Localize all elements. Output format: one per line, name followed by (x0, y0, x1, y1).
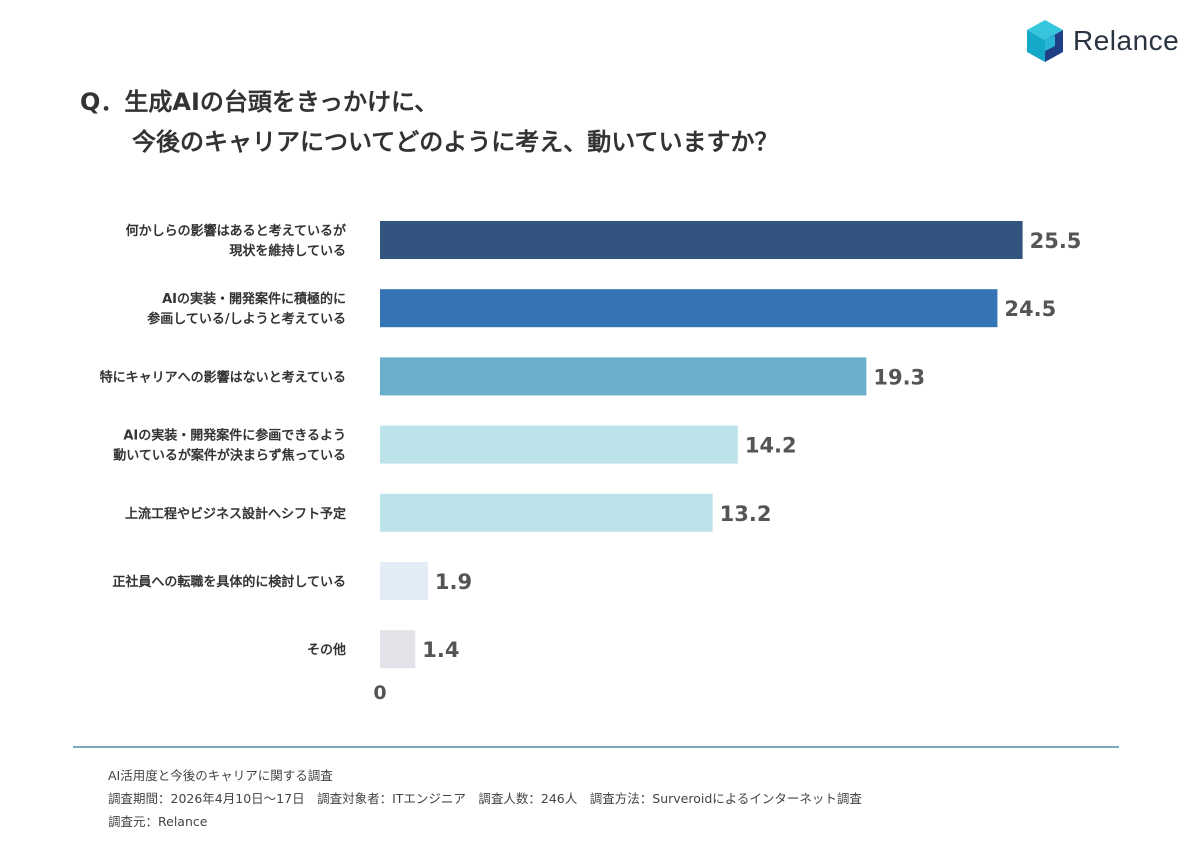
category-label-5: 上流工程やビジネス設計へシフト予定 (125, 506, 346, 522)
category-label-7: その他 (307, 642, 346, 658)
survey-source: 調査元：Relance (108, 814, 208, 829)
question-line-1: Q．生成AIの台頭をきっかけに、 (80, 88, 439, 116)
category-label-4-line-2: 動いているが案件が決まらず焦っている (113, 448, 346, 464)
category-label-2-line-1: AIの実装・開発案件に積極的に (162, 291, 346, 307)
relance-logo-icon (1027, 20, 1063, 62)
value-label-1: 25.5 (1030, 229, 1082, 253)
footer-divider (73, 746, 1119, 748)
value-label-5: 13.2 (720, 502, 772, 526)
question-title: Q．生成AIの台頭をきっかけに、 今後のキャリアについてどのように考え、動いてい… (80, 82, 779, 162)
question-line-2: 今後のキャリアについてどのように考え、動いていますか？ (132, 128, 779, 156)
bar-2 (380, 289, 998, 328)
value-label-7: 1.4 (422, 638, 459, 662)
bar-1 (380, 221, 1023, 259)
brand-logo: Relance (1025, 18, 1179, 64)
value-label-6: 1.9 (435, 570, 472, 594)
category-label-1-line-2: 現状を維持している (229, 243, 346, 259)
bar-3 (380, 357, 867, 396)
survey-name: AI活用度と今後のキャリアに関する調査 (108, 768, 333, 783)
bar-7 (380, 630, 416, 669)
survey-footer: AI活用度と今後のキャリアに関する調査 調査期間：2026年4月10日〜17日 … (108, 764, 862, 833)
category-label-6: 正社員への転職を具体的に検討している (112, 574, 346, 590)
bar-5 (380, 493, 713, 532)
brand-name: Relance (1073, 25, 1180, 56)
category-label-4-line-1: AIの実装・開発案件に参画できるよう (123, 428, 346, 444)
value-label-3: 19.3 (873, 365, 925, 389)
bar-4 (380, 425, 738, 464)
bar-6 (380, 562, 428, 600)
value-label-4: 14.2 (745, 434, 797, 458)
value-label-2: 24.5 (1004, 297, 1056, 321)
category-label-3: 特にキャリアへの影響はないと考えている (100, 369, 346, 385)
x-tick-0: 0 (373, 682, 386, 704)
category-label-2-line-2: 参画している/しようと考えている (147, 311, 346, 327)
survey-details: 調査期間：2026年4月10日〜17日 調査対象者：ITエンジニア 調査人数：2… (108, 791, 862, 806)
category-label-1-line-1: 何かしらの影響はあると考えているが (126, 223, 346, 239)
